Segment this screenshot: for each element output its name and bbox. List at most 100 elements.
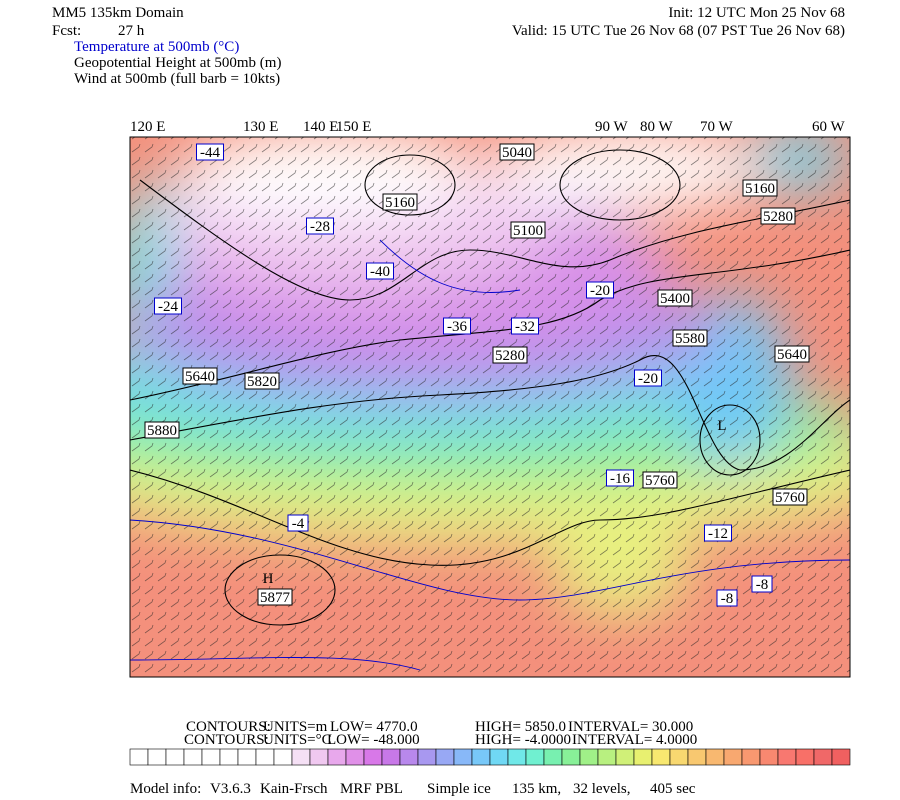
fcst-label: Fcst: xyxy=(52,23,81,39)
model-info: Simple ice xyxy=(427,781,491,797)
init: Init: 12 UTC Mon 25 Nov 68 xyxy=(668,5,845,21)
pressure-center: H xyxy=(263,571,274,587)
colorbar-cell xyxy=(489,748,509,766)
domain: MM5 135km Domain xyxy=(52,5,184,21)
contour-label-box xyxy=(760,207,796,225)
contour-label: 5160 xyxy=(385,195,415,211)
contour-info: LOW= -48.000 xyxy=(327,732,420,748)
contour-label: 5640 xyxy=(777,347,807,363)
contour-info: CONTOURS: xyxy=(186,719,271,735)
colorbar-cell xyxy=(165,748,185,766)
contour-label: -4 xyxy=(292,516,305,532)
model-info: MRF PBL xyxy=(340,781,403,797)
contour-label: 5580 xyxy=(675,331,705,347)
map-frame xyxy=(129,136,851,678)
contour-info: HIGH= 5850.0 xyxy=(475,719,566,735)
contour-label: 5877 xyxy=(260,590,291,606)
colorbar-cell xyxy=(543,748,563,766)
contour-label-box xyxy=(510,221,546,239)
model-info: 135 km, xyxy=(512,781,561,797)
contour-label: -36 xyxy=(447,319,467,335)
contour-label-box xyxy=(716,589,738,607)
colorbar-cell xyxy=(453,748,473,766)
field: Wind at 500mb (full barb = 10kts) xyxy=(74,71,280,87)
contour-label: -44 xyxy=(200,145,220,161)
contour-info: INTERVAL= 4.0000 xyxy=(572,732,697,748)
contour-label-box xyxy=(742,179,778,197)
contour-label: 5880 xyxy=(147,423,177,439)
contour-label: -12 xyxy=(708,526,728,542)
colorbar-cell xyxy=(669,748,689,766)
colorbar-cell xyxy=(525,748,545,766)
contour-label: -20 xyxy=(638,371,658,387)
model-info: Kain-Frsch xyxy=(260,781,328,797)
colorbar-cell xyxy=(201,748,221,766)
contour-label: 5640 xyxy=(185,369,215,385)
colorbar-cell xyxy=(345,748,365,766)
longitude-label: 120 E xyxy=(130,119,165,135)
contour-label-box xyxy=(244,372,280,390)
colorbar-cell xyxy=(273,748,293,766)
colorbar-cell xyxy=(759,748,779,766)
colorbar-cell xyxy=(309,748,329,766)
longitude-label: 140 E xyxy=(303,119,338,135)
colorbar-cell xyxy=(687,748,707,766)
contour-label-box xyxy=(492,346,528,364)
contour-label-box xyxy=(634,369,662,387)
contour-label: 5280 xyxy=(763,209,793,225)
colorbar-cell xyxy=(435,748,455,766)
contour-label-box xyxy=(443,317,471,335)
colorbar-cell xyxy=(597,748,617,766)
contour-label-box xyxy=(586,281,614,299)
contour-label-box xyxy=(154,297,182,315)
colorbar-cell xyxy=(399,748,419,766)
contour-label: 5400 xyxy=(660,291,690,307)
contour-label: -28 xyxy=(310,219,330,235)
contour-label: 5160 xyxy=(745,181,775,197)
colorbar-cell xyxy=(471,748,491,766)
colorbar-cell xyxy=(147,748,167,766)
contour-label-box xyxy=(657,289,693,307)
colorbar-cell xyxy=(291,748,311,766)
contour-label-box xyxy=(774,345,810,363)
valid: Valid: 15 UTC Tue 26 Nov 68 (07 PST Tue … xyxy=(512,23,845,39)
colorbar-cell xyxy=(327,748,347,766)
model-info: Model info: xyxy=(130,781,201,797)
colorbar-cell xyxy=(561,748,581,766)
colorbar-cell xyxy=(381,748,401,766)
colorbar-cell xyxy=(615,748,635,766)
colorbar-cell xyxy=(633,748,653,766)
model-info: 32 levels, xyxy=(573,781,631,797)
contour-label-box xyxy=(642,471,678,489)
model-info: 405 sec xyxy=(650,781,696,797)
contour-label-box xyxy=(606,469,634,487)
contour-label: 5760 xyxy=(775,490,805,506)
contour-info: UNITS=m xyxy=(263,719,328,735)
longitude-label: 70 W xyxy=(700,119,733,135)
contour-label-box xyxy=(704,524,732,542)
map xyxy=(130,137,850,677)
colorbar-cell xyxy=(237,748,257,766)
colorbar-cell xyxy=(219,748,239,766)
colorbar-cell xyxy=(831,748,851,766)
colorbar-cell xyxy=(579,748,599,766)
contour-label-box xyxy=(499,143,535,161)
contour-label-box xyxy=(511,317,539,335)
colorbar-cell xyxy=(255,748,275,766)
colorbar-cell xyxy=(741,748,761,766)
longitude-label: 150 E xyxy=(336,119,371,135)
longitude-label: 90 W xyxy=(595,119,628,135)
contour-label: -16 xyxy=(610,471,630,487)
colorbar-cell xyxy=(651,748,671,766)
contour-label-box xyxy=(751,575,773,593)
contour-label-box xyxy=(382,193,418,211)
contour-label: -8 xyxy=(721,591,734,607)
contour-info: LOW= 4770.0 xyxy=(330,719,418,735)
model-info: V3.6.3 xyxy=(210,781,251,797)
contour-label-box xyxy=(672,329,708,347)
colorbar-cell xyxy=(813,748,833,766)
contour-label: -24 xyxy=(158,299,178,315)
contour-label: 5100 xyxy=(513,223,543,239)
contour-label-box xyxy=(196,143,224,161)
